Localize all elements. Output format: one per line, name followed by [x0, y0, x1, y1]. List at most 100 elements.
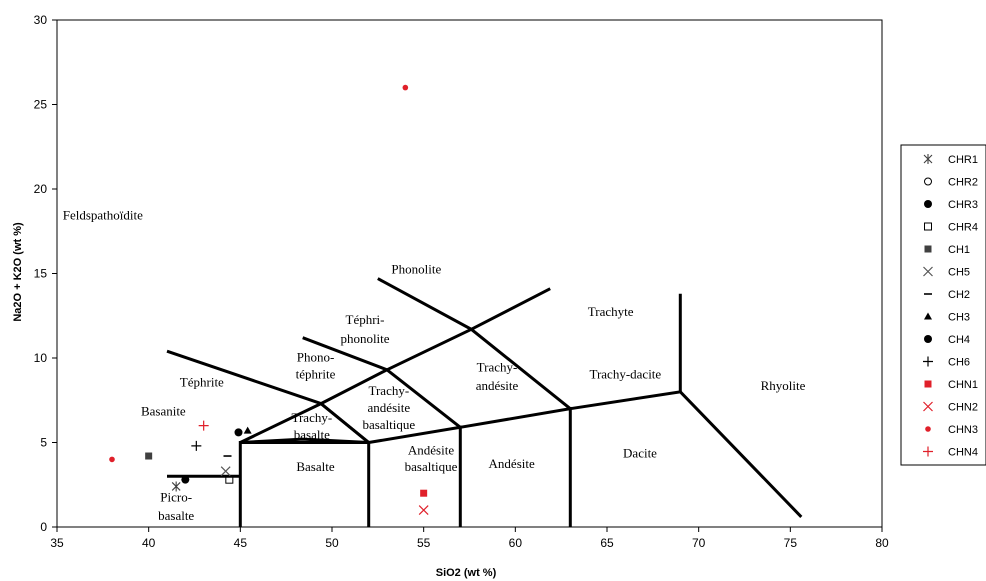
field-label: Phono-	[297, 349, 335, 364]
data-point-ch5	[220, 466, 231, 477]
legend-label: CH2	[948, 289, 970, 301]
legend-marker-chn3	[925, 426, 931, 432]
legend-marker-chr4	[924, 222, 932, 231]
field-label: Picro-	[160, 490, 192, 505]
field-label: basalte	[158, 508, 194, 523]
y-axis-title: Na2O + K2O (wt %)	[12, 222, 24, 322]
field-label: Feldspathoïdite	[63, 207, 143, 222]
legend-marker-ch1	[924, 245, 932, 253]
field-boundary-line	[240, 437, 369, 444]
x-axis-title: SiO2 (wt %)	[436, 567, 497, 579]
y-axis: 0 5 10 15 20 25 30	[34, 13, 57, 534]
y-tick-label: 0	[40, 520, 47, 534]
x-tick-label: 35	[50, 536, 64, 550]
field-label: Phonolite	[391, 262, 441, 277]
legend-label: CH6	[948, 357, 970, 369]
legend-marker-chr1	[923, 154, 933, 164]
legend-label: CHR4	[948, 222, 978, 234]
field-label: basaltique	[362, 417, 415, 432]
field-label: Basalte	[296, 459, 334, 474]
field-label: Dacite	[623, 446, 657, 461]
legend-marker-ch4	[924, 335, 932, 343]
legend-marker-chn1	[924, 380, 932, 388]
legend-box	[900, 144, 986, 466]
field-label: téphrite	[296, 366, 336, 381]
legend-label: CHN3	[948, 424, 978, 436]
x-tick-label: 65	[600, 536, 614, 550]
legend-marker-chr2	[924, 177, 932, 186]
field-label: Trachy-	[291, 410, 332, 425]
data-point-chr1	[171, 481, 181, 492]
plot-frame	[56, 19, 883, 528]
field-label: Trachy-	[368, 383, 409, 398]
legend-label: CHN2	[948, 402, 978, 414]
y-tick-label: 30	[34, 13, 48, 27]
field-label: phonolite	[340, 331, 389, 346]
legend-label: CHR2	[948, 177, 978, 189]
field-boundary-line	[238, 441, 371, 527]
legend-marker-ch3	[924, 312, 932, 320]
data-point-chr4	[225, 475, 234, 484]
field-label: Rhyolite	[761, 378, 806, 393]
field-boundaries	[166, 277, 803, 527]
y-tick-label: 15	[34, 267, 48, 281]
data-point-chr3	[181, 475, 190, 484]
legend-marker-ch6	[923, 356, 933, 367]
data-points	[109, 84, 429, 516]
field-boundary-line	[166, 349, 322, 406]
legend-marker-chr3	[924, 200, 932, 208]
legend-label: CH5	[948, 267, 970, 279]
legend-label: CHN4	[948, 447, 978, 459]
x-tick-label: 80	[875, 536, 889, 550]
legend: CHR1 CHR2 CHR3 CHR4 CH1 CH5 CH2 CH3 CH4 CH6 CHN1 CH…	[900, 144, 986, 466]
field-label: Andésite	[489, 456, 535, 471]
legend-marker-ch5	[923, 266, 933, 277]
legend-label: CHR1	[948, 154, 978, 166]
field-label: Téphrite	[180, 375, 224, 390]
y-tick-label: 20	[34, 182, 48, 196]
field-boundary-line	[320, 402, 370, 444]
x-axis: 35 40 45 50 55 60 65 70 75 80	[50, 527, 889, 550]
field-label: Trachyte	[588, 304, 634, 319]
field-label: basaltique	[405, 459, 458, 474]
field-label: Téphri-	[346, 312, 385, 327]
x-tick-label: 75	[784, 536, 798, 550]
x-tick-label: 40	[142, 536, 156, 550]
field-label: Trachy-dacite	[589, 366, 661, 381]
data-point-chn3	[402, 84, 409, 91]
field-label: andésite	[368, 400, 411, 415]
field-boundary-line	[302, 336, 462, 429]
data-point-chn4	[198, 420, 209, 431]
data-point-chn2	[418, 505, 429, 516]
legend-label: CH1	[948, 244, 970, 256]
data-point-ch1	[145, 452, 153, 460]
data-point-chn1	[420, 489, 428, 497]
x-tick-label: 50	[325, 536, 339, 550]
y-tick-label: 10	[34, 351, 48, 365]
field-boundary-line	[679, 390, 803, 518]
data-point-ch3	[243, 426, 252, 434]
data-point-ch6	[191, 440, 202, 451]
y-tick-label: 25	[34, 98, 48, 112]
legend-label: CH4	[948, 334, 970, 346]
legend-marker-chn4	[923, 446, 933, 457]
field-label: Andésite	[408, 442, 454, 457]
x-tick-label: 45	[234, 536, 248, 550]
field-labels: Feldspathoïdite Phonolite Trachyte Téphri-p…	[63, 207, 806, 523]
x-tick-label: 55	[417, 536, 431, 550]
legend-label: CHN1	[948, 379, 978, 391]
data-point-chn3	[109, 456, 115, 463]
x-tick-label: 60	[509, 536, 523, 550]
data-point-ch4	[234, 428, 243, 437]
legend-label: CHR3	[948, 199, 978, 211]
legend-marker-chn2	[923, 401, 933, 412]
y-tick-label: 5	[40, 436, 47, 450]
legend-label: CH3	[948, 312, 970, 324]
field-label: Trachy-	[477, 360, 518, 375]
x-tick-label: 70	[692, 536, 706, 550]
field-boundary-line	[377, 277, 572, 410]
field-label: basalte	[294, 427, 330, 442]
field-label: Basanite	[141, 403, 186, 418]
field-label: andésite	[476, 378, 519, 393]
